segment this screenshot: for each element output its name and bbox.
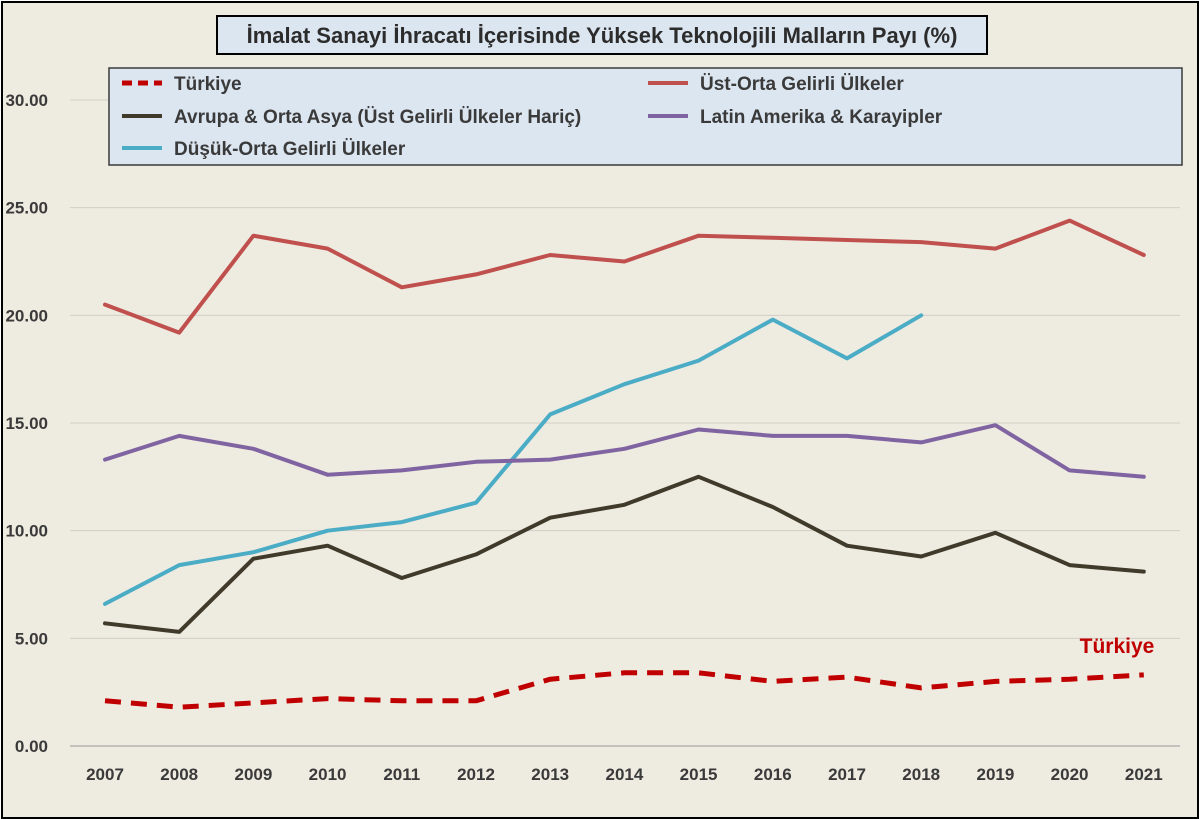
legend-label: Avrupa & Orta Asya (Üst Gelirli Ülkeler … [174, 107, 581, 128]
y-tick-label: 5.00 [15, 629, 48, 648]
legend-label: Üst-Orta Gelirli Ülkeler [700, 74, 904, 95]
x-tick-label: 2009 [234, 765, 272, 784]
series-line [104, 670, 1144, 710]
y-tick-label: 30.00 [5, 91, 48, 110]
y-tick-label: 25.00 [5, 199, 48, 218]
x-tick-label: 2020 [1051, 765, 1089, 784]
title-box [216, 15, 988, 55]
y-tick-label: 0.00 [15, 737, 48, 756]
series-line [103, 313, 924, 606]
series-line [103, 474, 1146, 634]
x-tick-label: 2010 [309, 765, 347, 784]
x-tick-label: 2015 [680, 765, 718, 784]
x-tick-label: 2018 [902, 765, 940, 784]
series-line [103, 423, 1146, 479]
legend-label: Latin Amerika & Karayipler [700, 107, 943, 128]
x-tick-label: 2007 [86, 765, 124, 784]
y-tick-label: 20.00 [5, 306, 48, 325]
series-line [103, 218, 1146, 335]
y-tick-label: 15.00 [5, 414, 48, 433]
chart-title: İmalat Sanayi İhracatı İçerisinde Yüksek… [247, 23, 958, 48]
legend-label: Türkiye [174, 74, 242, 95]
x-tick-label: 2019 [976, 765, 1014, 784]
series-annotation: Türkiye [1080, 635, 1155, 658]
x-tick-label: 2017 [828, 765, 866, 784]
x-tick-label: 2012 [457, 765, 495, 784]
x-tick-label: 2013 [531, 765, 569, 784]
x-tick-label: 2016 [754, 765, 792, 784]
x-tick-label: 2008 [160, 765, 198, 784]
legend-label: Düşük-Orta Gelirli Ülkeler [174, 139, 406, 160]
y-tick-label: 10.00 [5, 522, 48, 541]
x-tick-label: 2014 [605, 765, 643, 784]
legend-box [108, 67, 1183, 166]
x-tick-label: 2021 [1125, 765, 1163, 784]
x-tick-label: 2011 [383, 765, 420, 784]
